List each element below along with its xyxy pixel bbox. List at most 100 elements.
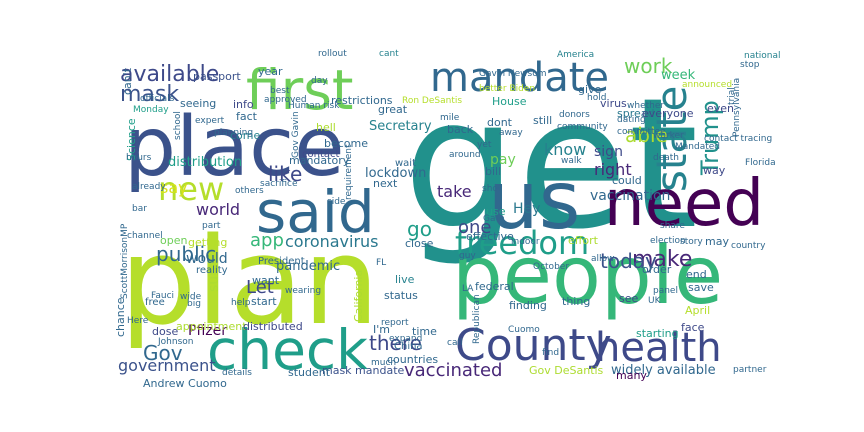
cloud-word: countries: [387, 353, 438, 366]
cloud-word: part: [202, 221, 221, 231]
cloud-word: mask mandate: [322, 364, 405, 377]
cloud-word: time: [412, 325, 437, 338]
cloud-word: donors: [559, 110, 590, 120]
cloud-word: call: [447, 338, 462, 348]
cloud-word: say: [160, 178, 188, 197]
cloud-word: status: [384, 289, 418, 302]
cloud-word: partner: [733, 365, 767, 375]
cloud-word: could: [612, 174, 642, 187]
cloud-word: like: [268, 162, 302, 186]
cloud-word: Secretary: [369, 119, 432, 134]
cloud-word: best: [270, 86, 290, 96]
cloud-word: wide: [180, 292, 202, 302]
cloud-word: story: [680, 237, 703, 247]
cloud-word: planning: [214, 128, 253, 138]
cloud-word: there: [369, 331, 422, 355]
cloud-word: October: [533, 262, 569, 272]
cloud-word: face: [681, 321, 705, 334]
cloud-word: share: [660, 221, 685, 231]
cloud-word: hell: [316, 121, 336, 134]
cloud-word: distribution: [168, 155, 242, 170]
cloud-word: hold: [587, 93, 606, 103]
cloud-word: use: [486, 205, 506, 218]
cloud-word: worker: [653, 131, 684, 141]
cloud-word: contact tracing: [704, 134, 772, 144]
cloud-word: right: [594, 160, 632, 179]
cloud-word: help: [231, 298, 251, 308]
cloud-word: sign: [594, 144, 623, 160]
cloud-word: getting: [188, 236, 227, 249]
cloud-word: place: [124, 100, 345, 195]
cloud-word: Monday: [133, 105, 169, 115]
cloud-word: want: [252, 274, 280, 287]
cloud-word: bill: [485, 165, 501, 178]
cloud-word: Human risk: [288, 101, 340, 111]
cloud-word: expert: [195, 116, 225, 126]
cloud-word: week: [661, 68, 696, 83]
cloud-word: everyone: [642, 107, 694, 120]
cloud-word: around: [449, 150, 481, 160]
cloud-word: way: [703, 164, 726, 177]
cloud-word: FL: [376, 258, 386, 268]
cloud-word: election: [650, 236, 686, 246]
cloud-word: thing: [562, 295, 590, 308]
cloud-word: vaccinated: [404, 360, 502, 381]
cloud-word: many: [616, 369, 647, 382]
cloud-word: fact: [236, 110, 258, 123]
cloud-word: effort: [568, 234, 599, 247]
cloud-word: said: [256, 178, 375, 246]
cloud-word: allow: [591, 254, 614, 264]
cloud-word: end: [686, 268, 707, 281]
cloud-word: first: [246, 58, 353, 122]
cloud-word: cant: [379, 49, 399, 59]
cloud-word: even: [707, 102, 734, 115]
cloud-word: Cuomo: [508, 325, 540, 335]
cloud-word: pay: [490, 152, 516, 168]
cloud-word: chance: [114, 297, 127, 337]
cloud-word: health: [595, 325, 722, 371]
cloud-word: can't: [121, 67, 134, 95]
cloud-word: need: [604, 167, 764, 241]
cloud-word: order: [642, 263, 672, 276]
cloud-word: student: [288, 366, 331, 379]
cloud-word: dont: [487, 116, 513, 129]
cloud-word: details: [222, 368, 252, 378]
cloud-word: Pennsylvania: [732, 78, 742, 137]
cloud-word: shot: [482, 184, 502, 194]
cloud-word: pandemic: [276, 259, 340, 274]
cloud-word: plan: [120, 213, 379, 352]
cloud-word: expand: [389, 334, 422, 344]
cloud-word: ScottMorrisonMP: [120, 223, 130, 299]
cloud-word: mask: [120, 82, 179, 107]
cloud-word: side: [327, 197, 346, 207]
cloud-word: one: [458, 217, 492, 238]
cloud-word: distributed: [243, 320, 303, 333]
cloud-word: Trump: [696, 100, 724, 176]
cloud-word: close: [405, 237, 434, 250]
cloud-word: Science: [125, 118, 138, 161]
cloud-word: report: [381, 318, 409, 328]
cloud-word: April: [685, 304, 710, 317]
cloud-word: back: [447, 123, 474, 136]
cloud-word: live: [395, 273, 415, 286]
cloud-word: mandate: [430, 55, 609, 101]
cloud-word: away: [499, 128, 523, 138]
cloud-word: Florida: [745, 158, 776, 168]
cloud-word: already: [132, 182, 166, 192]
cloud-word: Fauci: [151, 291, 174, 301]
cloud-word: dose: [152, 325, 178, 338]
cloud-word: take: [437, 182, 472, 201]
cloud-word: China: [394, 341, 423, 352]
cloud-word: world: [196, 200, 240, 219]
cloud-word: yet: [477, 140, 492, 150]
cloud-background: [118, 44, 770, 378]
cloud-word: virus: [600, 97, 627, 110]
cloud-word: sacrifice: [260, 179, 298, 189]
cloud-word: open: [160, 234, 187, 247]
cloud-word: go: [407, 217, 432, 241]
cloud-word: others: [235, 186, 264, 196]
cloud-word: restrictions: [331, 94, 393, 107]
cloud-word: check: [207, 318, 368, 382]
cloud-word: vaccination: [590, 188, 670, 204]
